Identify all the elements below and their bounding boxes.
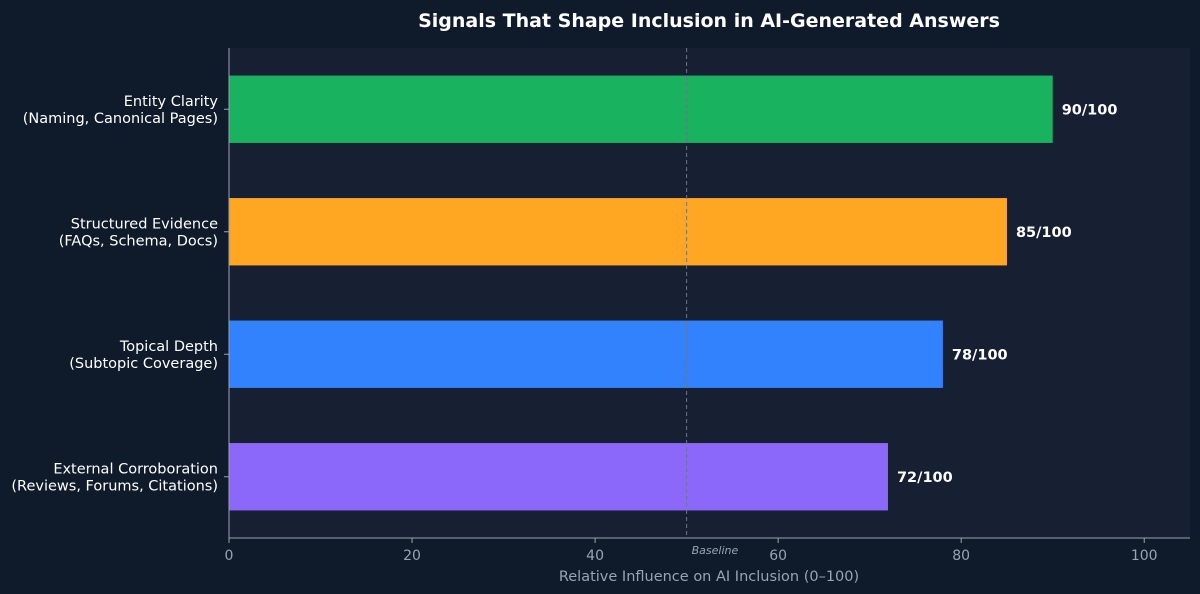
category-label-1-line-1: Entity Clarity (124, 94, 219, 110)
category-label-2-line-2: (FAQs, Schema, Docs) (59, 233, 218, 249)
category-label-3-line-2: (Subtopic Coverage) (69, 356, 218, 372)
bar-3 (229, 320, 943, 388)
bar-2 (229, 198, 1007, 266)
x-tick-label-40: 40 (586, 548, 604, 564)
value-label-2: 85/100 (1016, 225, 1072, 241)
baseline-group: Baseline (686, 48, 739, 557)
x-tick-label-100: 100 (1131, 548, 1158, 564)
axes-group: Entity Clarity(Naming, Canonical Pages) S… (11, 48, 1190, 564)
category-label-2-line-1: Structured Evidence (71, 216, 218, 232)
bars-group: 90/100 85/100 78/100 72/100 (229, 75, 1118, 511)
chart-title: Signals That Shape Inclusion in AI-Gener… (418, 10, 1000, 32)
value-label-3: 78/100 (952, 347, 1008, 363)
bar-4 (229, 443, 888, 511)
x-tick-label-80: 80 (952, 548, 970, 564)
value-label-1: 90/100 (1062, 102, 1118, 118)
x-tick-label-20: 20 (403, 548, 421, 564)
value-label-4: 72/100 (897, 470, 953, 486)
category-label-3-line-1: Topical Depth (119, 339, 218, 355)
category-label-4-line-2: (Reviews, Forums, Citations) (11, 478, 218, 494)
bar-1 (229, 75, 1053, 143)
x-tick-label-0: 0 (225, 548, 234, 564)
category-label-4-line-1: External Corroboration (53, 461, 218, 477)
x-axis-label: Relative Influence on AI Inclusion (0–10… (559, 569, 859, 585)
x-tick-label-60: 60 (769, 548, 787, 564)
category-label-1-line-2: (Naming, Canonical Pages) (23, 111, 218, 127)
baseline-label: Baseline (692, 544, 739, 557)
